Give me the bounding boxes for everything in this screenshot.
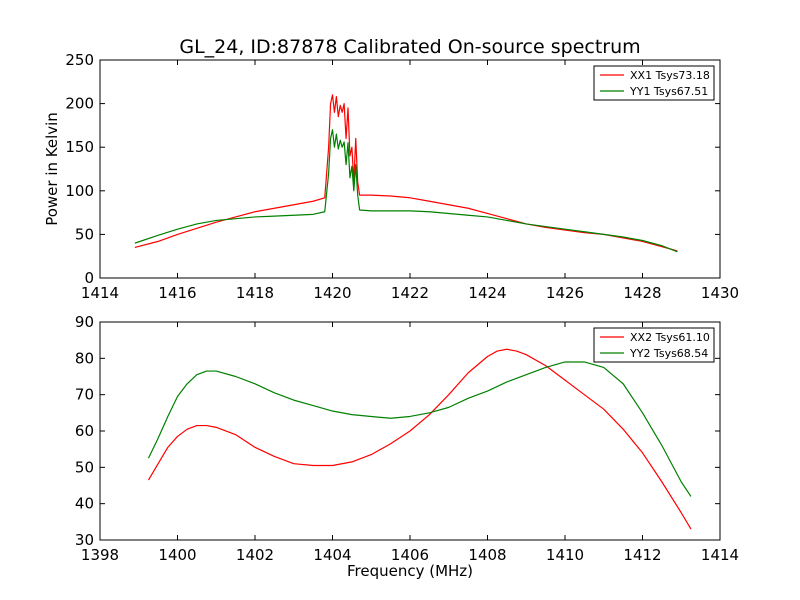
x-tick-label: 1424 (468, 284, 506, 302)
series-line-xx (147, 348, 692, 530)
x-axis-label: Frequency (MHz) (347, 562, 473, 580)
legend-label: XX2 Tsys61.10 (630, 331, 710, 344)
series-group (134, 94, 678, 253)
y-tick-label: 90 (75, 313, 94, 331)
legend-box (593, 65, 715, 101)
x-tick-label: 1414 (81, 284, 119, 302)
series-line-yy (147, 361, 692, 497)
y-tick-label: 50 (75, 225, 94, 243)
legend-label: XX1 Tsys73.18 (630, 69, 710, 82)
x-tick-label: 1406 (391, 546, 429, 564)
x-tick-label: 1402 (236, 546, 274, 564)
x-tick-label: 1414 (701, 546, 739, 564)
legend: XX2 Tsys61.10 YY2 Tsys68.54 (593, 327, 715, 363)
legend-label: YY2 Tsys68.54 (629, 347, 708, 360)
x-tick-label: 1400 (158, 546, 196, 564)
x-tick-label: 1416 (158, 284, 196, 302)
x-tick-label: 1408 (468, 546, 506, 564)
y-axis-label: Power in Kelvin (43, 112, 61, 226)
x-tick-label: 1404 (313, 546, 351, 564)
legend-box (593, 327, 715, 363)
x-tick-label: 1420 (313, 284, 351, 302)
x-tick-label: 1430 (701, 284, 739, 302)
y-tick-label: 80 (75, 349, 94, 367)
y-tick-label: 70 (75, 386, 94, 404)
legend-label: YY1 Tsys67.51 (629, 85, 708, 98)
x-tick-label: 1428 (623, 284, 661, 302)
x-tick-label: 1422 (391, 284, 429, 302)
chart-title: GL_24, ID:87878 Calibrated On-source spe… (179, 36, 640, 58)
y-tick-label: 40 (75, 495, 94, 513)
y-tick-label: 200 (65, 95, 94, 113)
x-tick-label: 1398 (81, 546, 119, 564)
series-line-yy (134, 129, 678, 253)
y-tick-label: 250 (65, 51, 94, 69)
legend: XX1 Tsys73.18 YY1 Tsys67.51 (593, 65, 715, 101)
series-group (147, 348, 692, 530)
plot-bottom: 1398 1400 1402 1404 1406 1408 1410 1412 1414 30 40… (75, 313, 739, 580)
y-tick-label: 100 (65, 182, 94, 200)
y-tick-label: 50 (75, 458, 94, 476)
plot-top: 1414 1416 1418 1420 1422 1424 1426 1428 1430 0 50 1… (43, 51, 739, 302)
x-tick-label: 1426 (546, 284, 584, 302)
x-tick-label: 1412 (623, 546, 661, 564)
x-tick-label: 1410 (546, 546, 584, 564)
x-tick-label: 1418 (236, 284, 274, 302)
y-tick-label: 60 (75, 422, 94, 440)
y-tick-label: 150 (65, 138, 94, 156)
y-tick-label: 30 (75, 531, 94, 549)
y-tick-label: 0 (84, 269, 94, 287)
